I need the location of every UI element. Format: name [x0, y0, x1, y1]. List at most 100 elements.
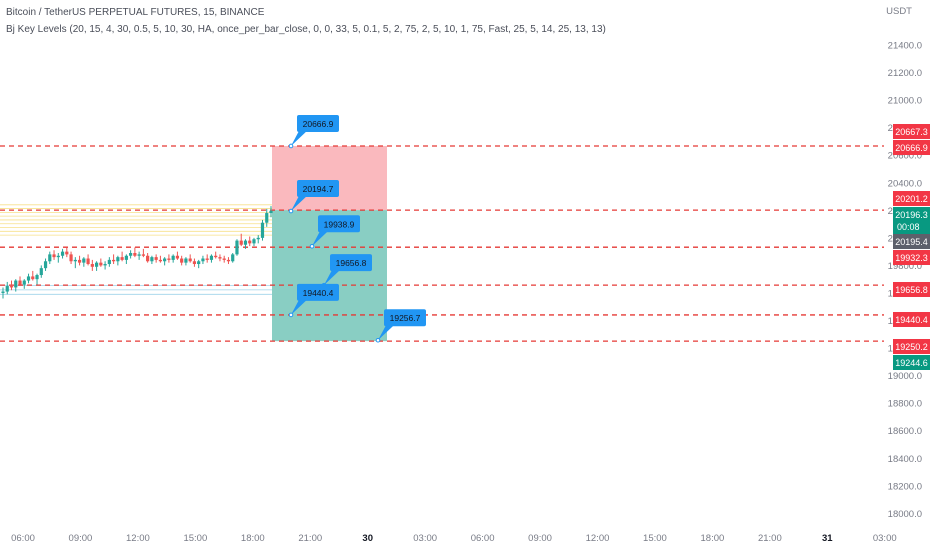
callout-anchor-dot: [309, 243, 315, 249]
price-callout[interactable]: [297, 283, 339, 301]
candle-body[interactable]: [154, 257, 158, 260]
candle-body[interactable]: [86, 258, 90, 265]
candle-body[interactable]: [52, 254, 56, 258]
candle-body[interactable]: [107, 259, 111, 265]
stop-loss-zone[interactable]: [272, 145, 387, 211]
candle-body[interactable]: [214, 255, 218, 258]
candle-body[interactable]: [243, 240, 248, 245]
candle-body[interactable]: [192, 261, 197, 265]
candle-body[interactable]: [167, 258, 171, 260]
candle-body[interactable]: [94, 262, 99, 267]
candle-body[interactable]: [222, 258, 226, 260]
candle-body[interactable]: [90, 264, 94, 267]
candle-body[interactable]: [252, 239, 256, 244]
candle-body[interactable]: [60, 251, 65, 256]
callout-anchor-dot: [288, 143, 294, 149]
y-axis-tick-label: 19800.0: [888, 261, 922, 272]
candle-body[interactable]: [22, 280, 26, 285]
candle-body[interactable]: [133, 253, 137, 256]
candle-body[interactable]: [171, 255, 175, 260]
price-badge: [893, 191, 930, 206]
candle-body[interactable]: [129, 253, 133, 256]
candle-body[interactable]: [120, 257, 124, 260]
candle-body[interactable]: [112, 259, 116, 262]
y-axis-tick-label: 21400.0: [888, 41, 922, 52]
candle-body[interactable]: [31, 276, 35, 280]
candle-body[interactable]: [260, 222, 265, 238]
candle-body[interactable]: [269, 210, 273, 214]
candle-body[interactable]: [256, 237, 260, 240]
candle-body[interactable]: [5, 286, 9, 292]
candle-body[interactable]: [35, 275, 39, 280]
candle-body[interactable]: [141, 254, 145, 256]
price-callout-label: 19256.7: [390, 313, 421, 323]
x-axis-tick-label: 03:00: [873, 533, 897, 544]
candle-body[interactable]: [235, 240, 239, 255]
price-badge: [893, 312, 930, 327]
candle-body[interactable]: [205, 258, 209, 260]
candle-body[interactable]: [226, 259, 231, 262]
price-callout[interactable]: [384, 309, 426, 327]
indicator-title: Bj Key Levels (20, 15, 4, 30, 0.5, 5, 10…: [6, 24, 606, 35]
candle-body[interactable]: [209, 255, 214, 260]
candle-body[interactable]: [231, 254, 235, 262]
candle-body[interactable]: [82, 258, 86, 263]
candle-body[interactable]: [69, 254, 73, 262]
y-axis-tick-label: 21200.0: [888, 68, 922, 79]
candle-body[interactable]: [39, 268, 43, 276]
callout-pointer: [324, 268, 342, 286]
candle-body[interactable]: [48, 254, 52, 262]
price-badge-label: 20666.9: [895, 143, 928, 153]
candle-body[interactable]: [184, 258, 188, 263]
x-axis-tick-label: 09:00: [528, 533, 552, 544]
candle-body[interactable]: [163, 258, 167, 262]
candle-body[interactable]: [14, 280, 18, 288]
candle-body[interactable]: [26, 276, 31, 281]
price-badge: [893, 282, 930, 297]
candle-body[interactable]: [56, 255, 60, 258]
callout-pointer: [291, 297, 309, 315]
candle-body[interactable]: [9, 286, 14, 288]
candle-body[interactable]: [150, 257, 154, 262]
price-callout[interactable]: [297, 114, 339, 132]
candle-body[interactable]: [137, 254, 141, 256]
x-axis-tick-label: 21:00: [758, 533, 782, 544]
candle-body[interactable]: [158, 259, 162, 262]
candle-body[interactable]: [146, 255, 150, 262]
candle-body[interactable]: [188, 258, 192, 262]
price-callout[interactable]: [330, 254, 372, 272]
candle-body[interactable]: [180, 258, 184, 263]
candle-body[interactable]: [197, 261, 201, 265]
candle-body[interactable]: [1, 291, 5, 293]
x-axis-tick-label: 03:00: [413, 533, 437, 544]
candle-body[interactable]: [116, 257, 120, 262]
price-callout[interactable]: [297, 180, 339, 198]
x-axis-tick-label: 18:00: [701, 533, 725, 544]
candle-body[interactable]: [175, 255, 180, 259]
candle-body[interactable]: [43, 261, 48, 269]
price-badge-label: 19932.3: [895, 253, 928, 263]
x-axis-tick-label: 21:00: [298, 533, 322, 544]
candle-body[interactable]: [77, 259, 82, 263]
callout-pointer: [378, 323, 396, 341]
price-badge: [893, 207, 930, 234]
candle-body[interactable]: [248, 240, 252, 244]
price-callout-label: 19938.9: [324, 219, 355, 229]
candle-body[interactable]: [239, 240, 243, 245]
candle-body[interactable]: [18, 280, 22, 285]
y-axis-tick-label: 18200.0: [888, 481, 922, 492]
x-axis-tick-label: 06:00: [11, 533, 35, 544]
x-axis-tick-label: 31: [822, 533, 833, 544]
candle-body[interactable]: [73, 259, 77, 262]
price-callout[interactable]: [318, 215, 360, 233]
candle-body[interactable]: [65, 251, 69, 255]
price-callout-label: 19440.4: [303, 288, 334, 298]
candle-body[interactable]: [201, 258, 205, 262]
candle-body[interactable]: [99, 262, 103, 266]
candle-body[interactable]: [103, 264, 107, 266]
candle-body[interactable]: [124, 255, 128, 260]
candle-body[interactable]: [265, 213, 269, 223]
price-badge-label: 20195.4: [895, 237, 928, 247]
candle-body[interactable]: [218, 257, 222, 259]
